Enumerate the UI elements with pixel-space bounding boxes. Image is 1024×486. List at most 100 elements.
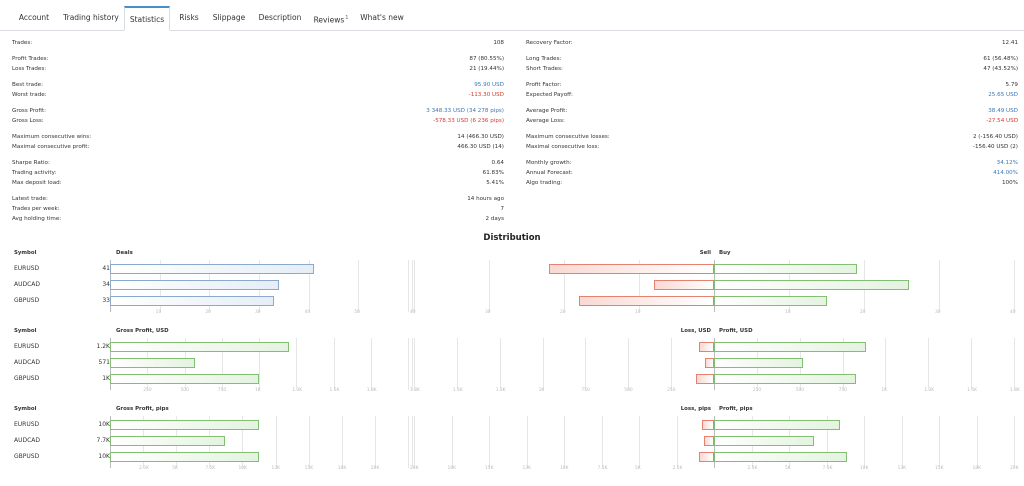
sell-label: Loss, pips xyxy=(680,406,711,412)
stat-row: Avg holding time: 2 days xyxy=(12,214,504,224)
stat-row: Loss Trades: 21 (19.44%) xyxy=(12,64,504,74)
x-tick-label: 15K xyxy=(485,466,494,471)
buy-bar xyxy=(714,374,856,384)
x-tick-label: 10K xyxy=(238,466,247,471)
stat-value: 21 (19.44%) xyxy=(469,66,504,72)
symbol-label: AUDCAD xyxy=(14,359,41,366)
bar-value-label: 10K xyxy=(98,421,110,428)
stat-label: Latest trade: xyxy=(12,196,48,202)
stat-label: Best trade: xyxy=(12,82,43,88)
left-bar xyxy=(110,264,314,274)
grid-line xyxy=(221,338,223,390)
stat-label: Annual Forecast: xyxy=(526,170,573,176)
stat-value: 0.64 xyxy=(491,160,504,166)
x-tick-label: 2.5K xyxy=(139,466,149,471)
grid-line xyxy=(676,416,678,468)
symbol-label: AUDCAD xyxy=(14,437,41,444)
stat-value: 3 348.33 USD (34 278 pips) xyxy=(426,108,504,114)
bar-value-label: 41 xyxy=(102,265,110,272)
stat-label: Maximum consecutive wins: xyxy=(12,134,92,140)
deals-distribution-chart: Symbol Deals Sell Buy 10 20 30 40 50 40 30 20 10 10 20… xyxy=(0,250,1024,328)
stat-value: 108 xyxy=(493,40,504,46)
stat-row: Algo trading: 100% xyxy=(526,178,1018,188)
x-tick-label: 15K xyxy=(935,466,944,471)
stat-value: 38.49 USD xyxy=(988,108,1018,114)
stat-row: Maximal consecutive profit: 466.30 USD (1… xyxy=(12,142,504,152)
x-tick-label: 15K xyxy=(304,466,314,471)
stat-label: Maximal consecutive profit: xyxy=(12,144,90,150)
stat-label: Trades per week: xyxy=(12,206,60,212)
tab-reviews[interactable]: Reviews1 xyxy=(313,15,349,25)
grid-line xyxy=(296,338,298,390)
stat-row: Profit Trades: 87 (80.55%) xyxy=(12,54,504,64)
symbol-header: Symbol xyxy=(14,328,37,334)
x-tick-label: 1.3K xyxy=(495,388,506,393)
x-tick-label: 250 xyxy=(667,388,676,393)
symbol-header: Symbol xyxy=(14,406,37,412)
left-bar xyxy=(110,420,259,430)
gross-profit-usd-distribution-chart: Symbol Gross Profit, USD Loss, USD Profit, … xyxy=(0,328,1024,406)
stat-label: Gross Profit: xyxy=(12,108,47,114)
bar-value-label: 34 xyxy=(102,281,110,288)
sell-label: Loss, USD xyxy=(680,328,711,334)
stat-row: Maximum consecutive wins: 14 (466.30 USD) xyxy=(12,132,504,142)
grid-line xyxy=(939,260,940,312)
grid-line xyxy=(412,260,413,312)
stat-value: 2 (-156.40 USD) xyxy=(972,134,1018,140)
tab-trading-history[interactable]: Trading history xyxy=(63,13,119,22)
grid-line xyxy=(333,338,335,390)
sell-bar xyxy=(702,420,714,430)
grid-line xyxy=(370,338,372,390)
tab-risks[interactable]: Risks xyxy=(179,13,199,22)
x-tick-label: 18K xyxy=(447,466,456,471)
grid-line xyxy=(408,260,409,312)
stat-label: Trades: xyxy=(12,40,33,46)
tab-account[interactable]: Account xyxy=(18,13,50,22)
buy-bar xyxy=(714,358,804,368)
tab-slippage[interactable]: Slippage xyxy=(212,13,246,22)
x-tick-label: 1.3K xyxy=(924,388,935,393)
symbol-header: Symbol xyxy=(14,250,37,256)
stat-label: Maximal consecutive loss: xyxy=(526,144,600,150)
x-tick-label: 18K xyxy=(972,466,981,471)
stat-value: 5.79 xyxy=(1005,82,1018,88)
tab-description[interactable]: Description xyxy=(258,13,302,22)
x-tick-label: 20K xyxy=(410,466,419,471)
stat-label: Long Trades: xyxy=(526,56,562,62)
x-tick-label: 10 xyxy=(635,310,641,315)
x-tick-label: 5K xyxy=(172,466,178,471)
x-tick-label: 1K xyxy=(881,388,888,393)
sell-bar xyxy=(699,342,714,352)
sell-bar xyxy=(705,358,714,368)
stat-row: Trades per week: 7 xyxy=(12,204,504,214)
stat-row: Best trade: 95.90 USD xyxy=(12,80,504,90)
sell-bar xyxy=(654,280,714,290)
left-chart-title: Gross Profit, pips xyxy=(116,406,169,412)
grid-line xyxy=(628,338,630,390)
stat-label: Average Profit: xyxy=(526,108,568,114)
grid-line xyxy=(451,416,453,468)
stat-row: Trades: 108 xyxy=(12,38,504,48)
stat-label: Worst trade: xyxy=(12,92,47,98)
sell-bar xyxy=(579,296,714,306)
buy-bar xyxy=(714,420,840,430)
grid-line xyxy=(928,338,930,390)
tab-whats-new[interactable]: What's new xyxy=(360,13,404,22)
grid-line xyxy=(1014,416,1015,468)
stat-value: 2 days xyxy=(485,216,504,222)
grid-line xyxy=(864,416,865,468)
left-bar xyxy=(110,374,259,384)
stat-row: Trading activity: 61.83% xyxy=(12,168,504,178)
grid-line xyxy=(308,416,310,468)
x-tick-label: 10K xyxy=(860,466,869,471)
bar-value-label: 1K xyxy=(102,375,110,382)
left-bar xyxy=(110,342,289,352)
x-tick-label: 7.5K xyxy=(822,466,833,471)
x-tick-label: 30 xyxy=(255,310,261,315)
stat-value: 5.41% xyxy=(486,180,504,186)
stat-row: Annual Forecast: 414.00% xyxy=(526,168,1018,178)
grid-line xyxy=(901,416,903,468)
stat-value: -27.54 USD xyxy=(986,118,1018,124)
tab-statistics[interactable]: Statistics xyxy=(124,6,170,31)
x-tick-label: 5K xyxy=(635,466,641,471)
